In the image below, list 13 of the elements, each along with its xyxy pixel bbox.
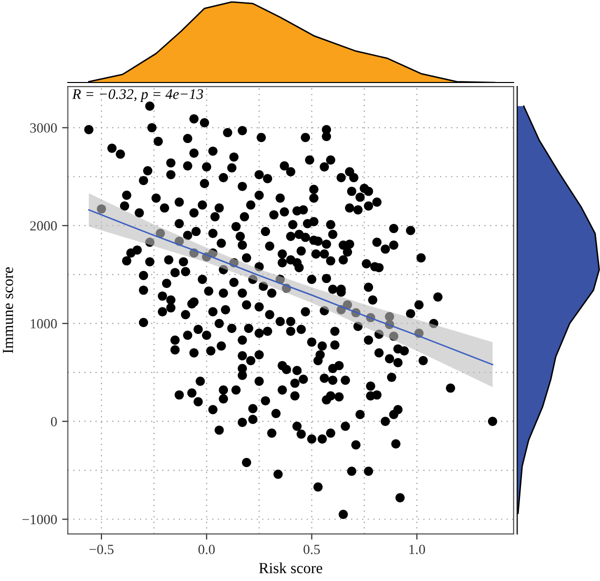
y-tick-label: 3000	[30, 123, 57, 133]
line-series	[88, 209, 494, 366]
y-tick-label: 1000	[30, 319, 57, 328]
y-tick-label: 0	[50, 416, 57, 426]
y-axis-title: Immune score	[2, 267, 14, 354]
y-tick-label: −1000	[22, 514, 57, 524]
y-tick-label: 2000	[30, 221, 57, 231]
x-tick-label: 0.0	[198, 544, 215, 554]
annotation: R = −0.32, p = 4e−13	[72, 89, 204, 102]
x-axis-title: Risk score	[259, 562, 322, 574]
x-tick-label: −0.5	[90, 544, 114, 554]
x-tick-label: 1.0	[409, 544, 426, 554]
x-tick-label: 0.5	[304, 544, 320, 554]
